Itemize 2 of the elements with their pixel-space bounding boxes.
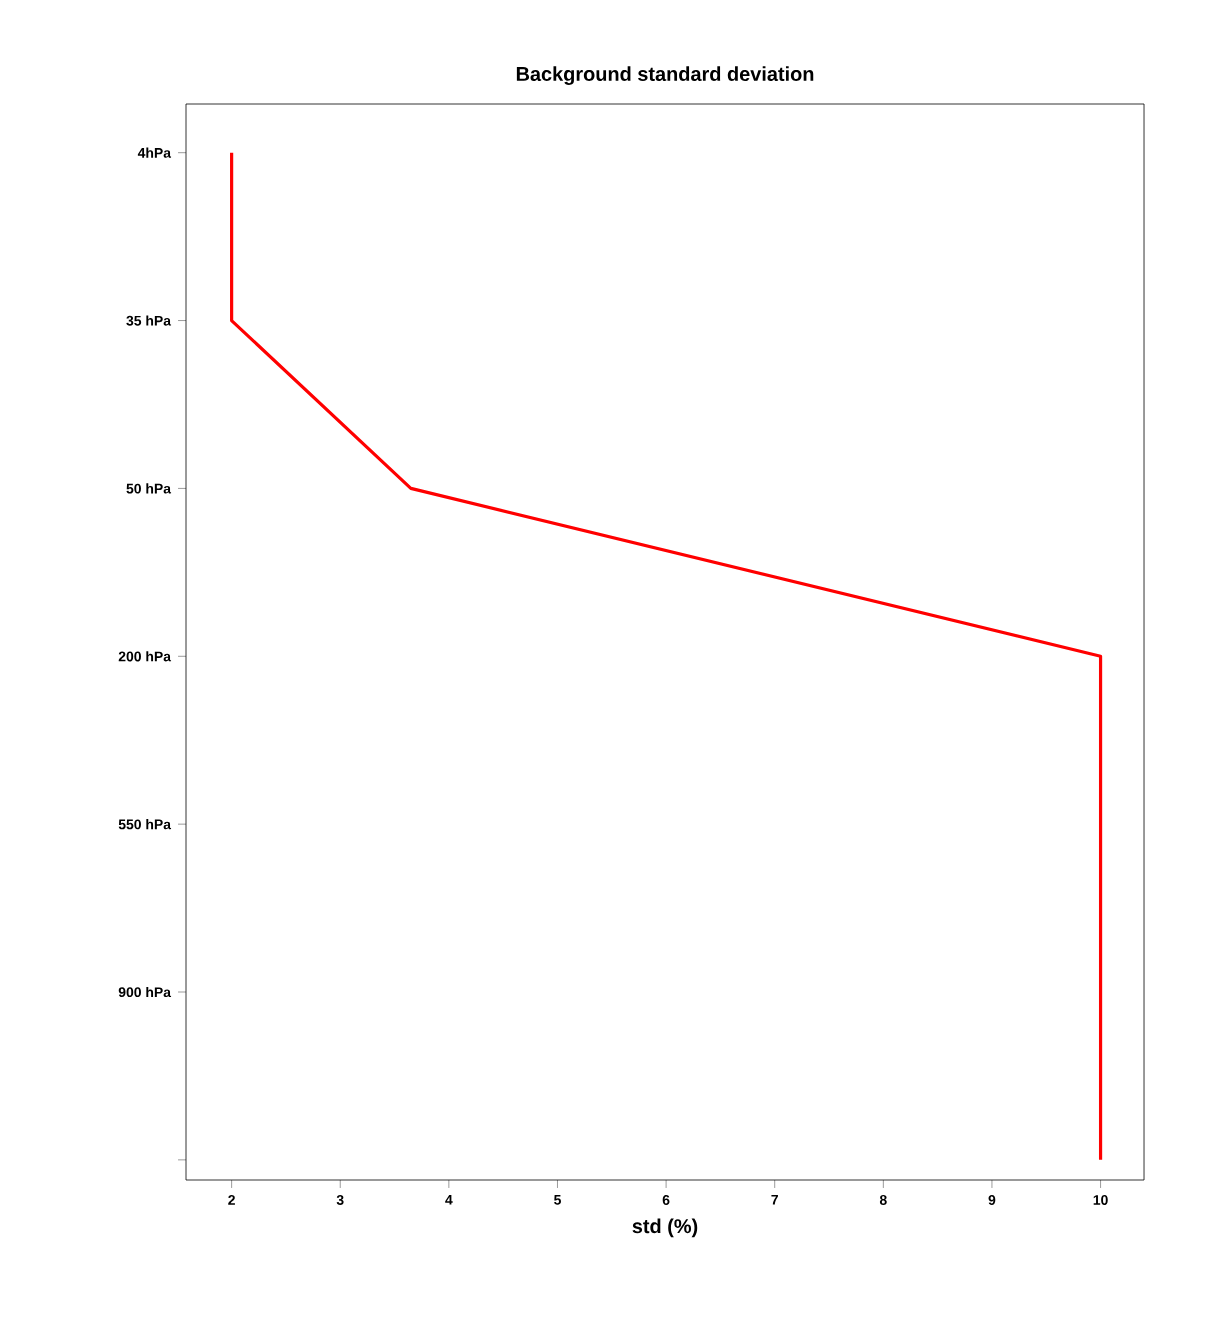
- x-axis-title: std (%): [632, 1218, 698, 1238]
- chart-title: Background standard deviation: [516, 66, 814, 86]
